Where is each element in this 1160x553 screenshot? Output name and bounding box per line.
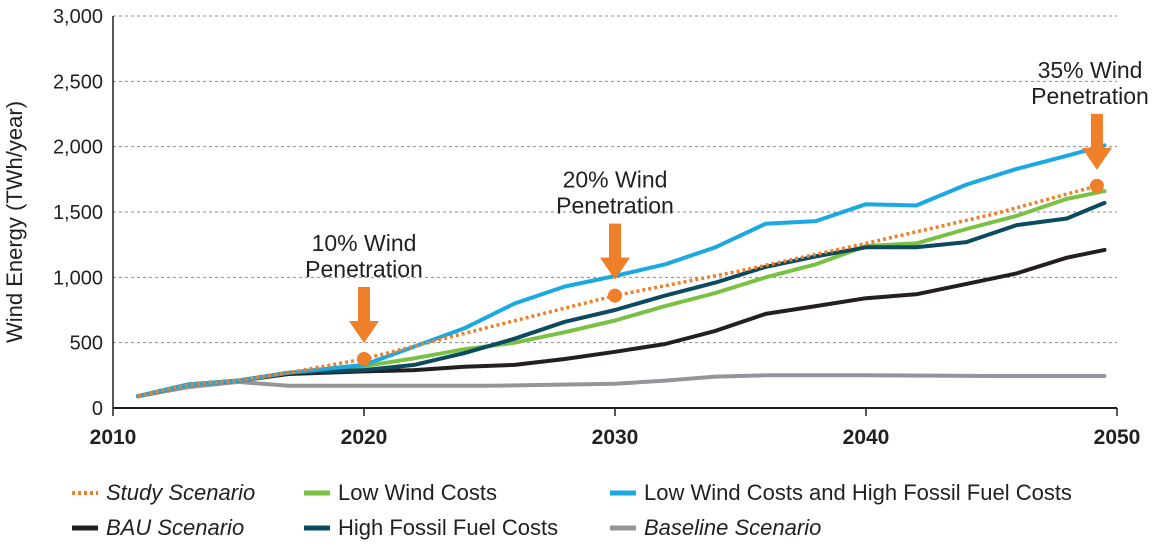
y-tick-label: 2,500: [53, 71, 103, 93]
series-line-baseline-scenario: [136, 373, 1107, 399]
series-line-study-scenario: [137, 184, 1098, 398]
annotation-line1: 10% Wind: [312, 230, 417, 256]
arrow-down-icon: [600, 223, 630, 280]
marker-dot: [608, 288, 622, 303]
y-tick-label: 1,500: [53, 202, 103, 224]
legend-label: Low Wind Costs and High Fossil Fuel Cost…: [644, 480, 1072, 505]
arrow-down-icon: [1081, 113, 1112, 170]
y-axis-title: Wind Energy (TWh/year): [2, 101, 27, 343]
x-tick-label: 2020: [341, 426, 388, 449]
annotation-line2: Penetration: [1031, 83, 1149, 109]
legend-label: Low Wind Costs: [338, 480, 497, 505]
legend-item-high-fossil-fuel-costs: High Fossil Fuel Costs: [304, 515, 558, 540]
grid-layer: [113, 15, 1117, 344]
x-tick-label: 2010: [90, 426, 137, 449]
legend: Study Scenario Low Wind Costs Low Wind Cos…: [72, 480, 1072, 540]
legend-item-bau-scenario: BAU Scenario: [72, 515, 244, 540]
series-line-low-wind-costs-and-high-fossil-fuel-costs: [136, 143, 1107, 399]
legend-label: Study Scenario: [106, 480, 255, 505]
arrow-down-icon: [349, 287, 379, 343]
marker-dot: [357, 352, 371, 366]
legend-item-low-wind-costs: Low Wind Costs: [304, 480, 497, 505]
y-tick-label: 500: [70, 333, 103, 355]
annotation-line2: Penetration: [305, 256, 423, 282]
legend-item-low-wind-costs-and-high-fossil-fuel-costs: Low Wind Costs and High Fossil Fuel Cost…: [610, 480, 1072, 505]
series-layer: [136, 143, 1107, 399]
y-tick-label: 1,000: [53, 267, 103, 289]
axis-layer: 0 500 1,000 1,500 2,000 2,500 3,000 2010 2020 203…: [2, 6, 1140, 449]
x-tick-label: 2030: [592, 426, 639, 449]
annotation-line1: 20% Wind: [563, 167, 668, 193]
legend-item-study-scenario: Study Scenario: [72, 480, 255, 505]
y-tick-label: 3,000: [53, 6, 103, 28]
annotation-line2: Penetration: [556, 193, 674, 219]
legend-label: Baseline Scenario: [644, 515, 821, 540]
x-tick-label: 2050: [1094, 426, 1141, 449]
legend-label: BAU Scenario: [106, 515, 244, 540]
annotation-line1: 35% Wind: [1038, 57, 1143, 83]
y-tick-label: 2,000: [53, 137, 103, 159]
x-tick-label: 2040: [843, 426, 890, 449]
legend-label: High Fossil Fuel Costs: [338, 515, 558, 540]
marker-dot: [1089, 178, 1104, 193]
y-tick-label: 0: [92, 398, 103, 420]
legend-item-baseline-scenario: Baseline Scenario: [610, 515, 821, 540]
